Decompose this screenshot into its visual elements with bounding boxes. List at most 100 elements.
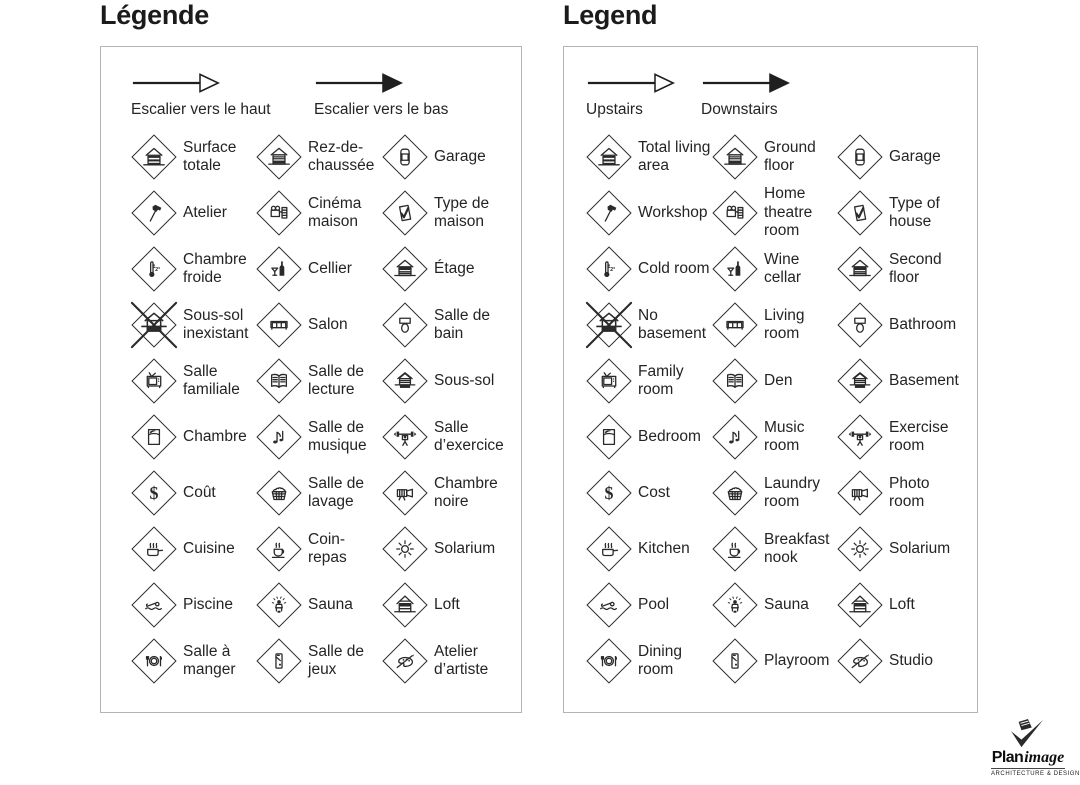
stairs-up-arrow-icon [131,71,314,97]
svg-text:$: $ [605,483,614,503]
stairs-row: Escalier vers le haut Escalier vers le ba… [131,71,497,119]
legend-item-label: Loft [889,595,915,613]
legend-item: Loft [837,577,985,633]
legend-item-label: Music room [764,418,805,455]
legend-item: Photo room [837,465,985,521]
planimage-logo: Planimage ARCHITECTURE & DESIGN [982,719,1079,777]
basement-icon [382,358,428,404]
kitchen-icon [131,526,177,572]
legend-item-label: Chambre noire [434,474,498,511]
legend-item: Atelier [131,185,256,241]
legend-item: Salle d’exercice [382,409,532,465]
legend-item: Studio [837,633,985,689]
legend-item-label: Atelier d’artiste [434,642,489,679]
legend-item: Coin-repas [256,521,382,577]
breakfast-nook-icon [712,526,758,572]
legend-item: $ Cost [586,465,712,521]
legend-item-label: Sauna [764,595,809,613]
brand-tagline: ARCHITECTURE & DESIGN [991,768,1079,777]
legend-item-label: Salle de lavage [308,474,365,511]
legend-item-label: Loft [434,595,460,613]
page-title: Légende [100,0,209,30]
home-theatre-icon [256,190,302,236]
legend-item-label: Atelier [183,203,227,221]
legend-item-label: Cuisine [183,539,235,557]
legend-item-label: Photo room [889,474,930,511]
stairs-up-arrow-icon [586,71,701,97]
exercise-room-icon [837,414,883,460]
legend-item-label: Surface totale [183,138,237,175]
legend-item-label: Salle à manger [183,642,236,679]
legend-item-label: Cold room [638,259,710,277]
legend-item: Type of house [837,185,985,241]
den-icon [256,358,302,404]
legend-item: Surface totale [131,129,256,185]
legend-item-label: Family room [638,362,684,399]
stair-up-entry: Upstairs [586,71,701,119]
legend-item-label: Dining room [638,642,682,679]
legend-item: Étage [382,241,532,297]
legend-item-label: Chambre froide [183,250,247,287]
legend-item-label: Chambre [183,427,247,445]
legend-item: Loft [382,577,532,633]
stairs-down-arrow-icon [314,71,497,97]
legend-item-label: Salle de lecture [308,362,365,399]
legend-item: $ Coût [131,465,256,521]
legend-item: No basement [585,297,712,353]
dining-room-icon [586,638,632,684]
legend-item: Rez-de-chaussée [256,129,382,185]
legend-item: Sous-sol [382,353,532,409]
legend-item-label: Solarium [434,539,496,557]
legend-item: Sous-sol inexistant [130,297,256,353]
legend-panel-french: Escalier vers le haut Escalier vers le ba… [100,46,522,713]
svg-text:2°: 2° [610,267,615,273]
legend-item: Solarium [837,521,985,577]
stairs-row: Upstairs Downstairs [586,71,816,119]
legend-item: Workshop [586,185,712,241]
legend-item-label: Studio [889,651,933,669]
legend-item-label: Pool [638,595,670,613]
legend-item-label: Second floor [889,250,942,287]
cost-icon: $ [131,470,177,516]
type-of-house-icon [837,190,883,236]
legend-item-label: Salle de bain [434,306,491,343]
legend-item-label: Type of house [889,194,940,231]
legend-item: Cinéma maison [256,185,382,241]
legend-item-label: Garage [889,147,941,165]
living-room-icon [256,302,302,348]
brand-name-bold: Plan [991,749,1024,766]
legend-item: Pool [586,577,712,633]
legend-item-label: Exercise room [889,418,949,455]
photo-room-icon [382,470,428,516]
legend-item: Salle de bain [382,297,532,353]
solarium-icon [382,526,428,572]
legend-item: Salle de lavage [256,465,382,521]
legend-item: Solarium [382,521,532,577]
legend-item-label: Cost [638,483,670,501]
legend-item: Piscine [131,577,256,633]
ground-floor-icon [256,134,302,180]
page-title: Legend [563,0,658,30]
legend-item: Sauna [712,577,837,633]
legend-item: Salon [256,297,382,353]
no-basement-icon [130,301,178,349]
legend-item-label: Piscine [183,595,233,613]
legend-item-label: Ground floor [764,138,816,175]
legend-item-label: Wine cellar [764,250,802,287]
photo-room-icon [837,470,883,516]
brand-name-italic: image [1024,749,1065,766]
stair-down-entry: Downstairs [701,71,816,119]
legend-item: Den [712,353,837,409]
legend-item: Dining room [586,633,712,689]
garage-icon [382,134,428,180]
legend-item: Living room [712,297,837,353]
legend-item-label: Salle de musique [308,418,367,455]
playroom-icon [712,638,758,684]
legend-item-label: Étage [434,259,475,277]
legend-item-label: Basement [889,371,959,389]
legend-item: Family room [586,353,712,409]
garage-icon [837,134,883,180]
stair-label: Downstairs [701,101,778,118]
brand-name: Planimage [982,750,1074,766]
legend-item: Bathroom [837,297,985,353]
